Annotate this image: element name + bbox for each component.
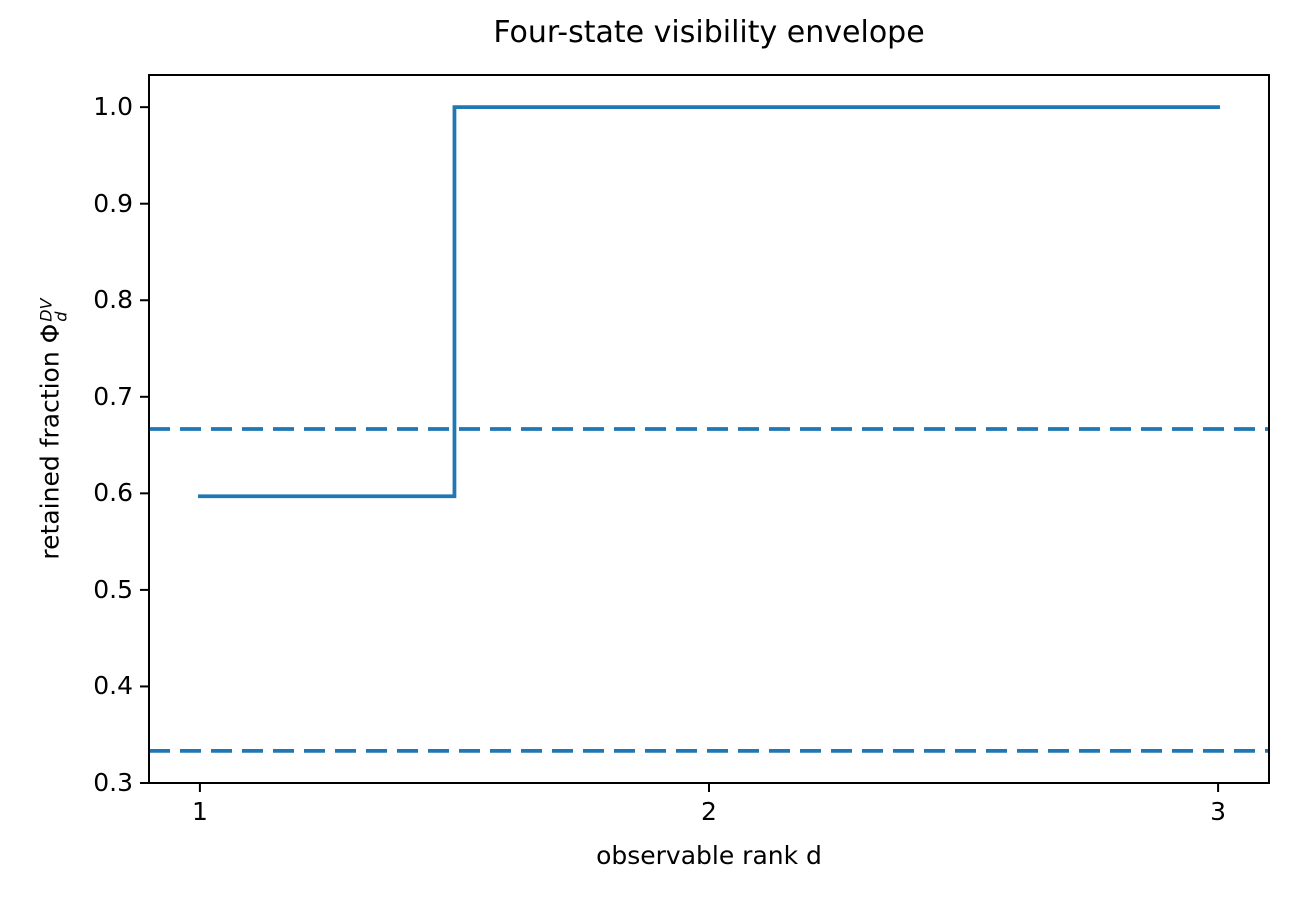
x-tick-label: 3 bbox=[1210, 797, 1227, 826]
y-tick-label: 0.4 bbox=[93, 671, 133, 701]
x-tick-label: 1 bbox=[191, 797, 208, 826]
phi-subscript: d bbox=[51, 311, 71, 322]
phi-symbol: Φ bbox=[35, 323, 65, 344]
y-tick-label: 0.6 bbox=[93, 478, 133, 508]
y-axis-label: retained fraction Φ DV d bbox=[35, 298, 71, 560]
y-axis-label-text: retained fraction bbox=[35, 343, 65, 560]
x-axis-label: observable rank d bbox=[596, 841, 822, 870]
y-tick-label: 0.5 bbox=[93, 574, 133, 604]
chart-title: Four-state visibility envelope bbox=[493, 15, 925, 50]
phi-scripts: DV d bbox=[37, 298, 71, 322]
y-tick-label: 0.9 bbox=[93, 188, 133, 218]
y-tick-label: 0.8 bbox=[93, 285, 133, 315]
y-tick-label: 0.7 bbox=[93, 381, 133, 411]
y-tick-label: 0.3 bbox=[93, 768, 133, 797]
x-tick-label: 2 bbox=[701, 797, 717, 826]
y-tick-label: 1.0 bbox=[93, 92, 133, 122]
step-line-retained-fraction-envelope bbox=[198, 105, 1220, 499]
